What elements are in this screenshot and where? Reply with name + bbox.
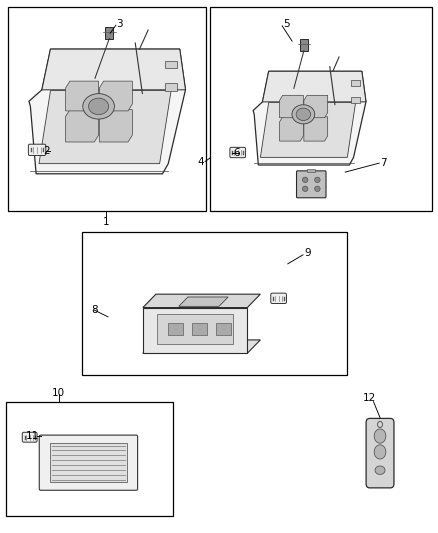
Bar [6,402,173,516]
Bar [168,323,183,335]
Circle shape [374,445,386,459]
Ellipse shape [302,186,308,191]
Bar [192,323,207,335]
Ellipse shape [292,105,315,124]
Text: 8: 8 [91,305,97,315]
Polygon shape [29,49,185,174]
Ellipse shape [83,94,114,119]
FancyBboxPatch shape [271,293,286,303]
Text: 12: 12 [363,393,376,403]
Circle shape [374,429,386,443]
Polygon shape [179,297,228,306]
Text: 4: 4 [198,157,204,166]
Polygon shape [253,71,366,165]
Polygon shape [39,91,171,164]
Polygon shape [99,81,132,111]
Text: 6: 6 [233,148,240,158]
Polygon shape [99,110,132,142]
Bar [106,27,113,38]
FancyBboxPatch shape [230,147,246,158]
Text: 5: 5 [283,19,290,29]
Bar [157,314,233,344]
Text: 2: 2 [43,147,49,157]
Ellipse shape [375,466,385,474]
Text: 1: 1 [102,217,109,228]
Bar [351,80,360,86]
Ellipse shape [314,186,320,191]
Polygon shape [66,110,99,142]
Polygon shape [279,95,304,118]
Polygon shape [304,95,328,118]
Polygon shape [279,117,304,141]
Ellipse shape [296,108,311,120]
Bar [166,61,177,68]
Polygon shape [304,117,328,141]
Text: 3: 3 [117,19,123,29]
Bar [166,84,177,91]
Ellipse shape [314,177,320,183]
Text: 9: 9 [304,248,311,259]
Bar [300,39,308,51]
Text: 10: 10 [52,387,65,398]
FancyBboxPatch shape [22,432,37,442]
Polygon shape [143,340,260,353]
Bar [82,232,347,375]
FancyBboxPatch shape [366,418,394,488]
Ellipse shape [88,98,109,115]
Text: 7: 7 [380,158,387,168]
Polygon shape [143,294,260,308]
Bar [351,97,360,103]
Ellipse shape [302,177,308,183]
Bar [8,7,206,211]
FancyBboxPatch shape [297,171,326,198]
Bar [307,169,315,172]
FancyBboxPatch shape [39,435,138,490]
Polygon shape [42,49,185,90]
Bar [50,443,127,482]
Polygon shape [262,71,366,102]
Polygon shape [143,308,247,353]
FancyBboxPatch shape [28,144,46,156]
Polygon shape [261,102,356,157]
Bar [216,323,231,335]
Polygon shape [66,81,99,111]
Bar [210,7,432,211]
Text: 11: 11 [26,431,39,441]
